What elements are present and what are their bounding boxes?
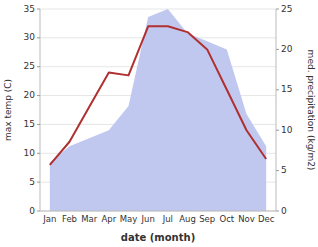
x-tick-label: Sep xyxy=(199,214,215,224)
y2-tick xyxy=(276,130,279,131)
y-tick-label: 15 xyxy=(24,119,35,129)
grid-line xyxy=(40,211,276,212)
x-tick-label: Mar xyxy=(81,214,98,224)
y-tick-label: 30 xyxy=(24,32,36,42)
y2-tick-label: 15 xyxy=(281,84,292,94)
x-tick-label: Nov xyxy=(238,214,255,224)
y2-tick-label: 5 xyxy=(281,165,287,175)
y-tick xyxy=(37,153,40,154)
y-tick xyxy=(37,37,40,38)
temperature-line xyxy=(50,26,266,165)
y-tick-label: 25 xyxy=(24,61,35,71)
y2-tick xyxy=(276,9,279,10)
y-axis-title: max temp (C) xyxy=(3,79,13,141)
grid-line xyxy=(40,9,276,10)
y-tick xyxy=(37,95,40,96)
y-tick-label: 35 xyxy=(24,4,35,14)
y-tick-label: 0 xyxy=(29,206,35,216)
x-tick-label: Jan xyxy=(42,214,56,224)
y2-tick-label: 25 xyxy=(281,4,292,14)
y-tick xyxy=(37,182,40,183)
y-tick-label: 20 xyxy=(24,90,36,100)
chart: 051015202530350510152025JanFebMarAprMayJ… xyxy=(0,0,318,247)
x-tick-label: Dec xyxy=(258,214,275,224)
x-axis-title: date (month) xyxy=(121,232,195,243)
y2-tick-label: 10 xyxy=(281,125,293,135)
grid xyxy=(40,9,276,211)
y-tick xyxy=(37,66,40,67)
y-tick-label: 10 xyxy=(24,148,36,158)
y2-tick xyxy=(276,170,279,171)
y2-tick xyxy=(276,89,279,90)
y-tick xyxy=(37,211,40,212)
precipitation-area xyxy=(50,9,266,211)
x-tick-label: May xyxy=(120,214,138,224)
y2-tick xyxy=(276,49,279,50)
y2-tick xyxy=(276,211,279,212)
y-tick xyxy=(37,9,40,10)
y-axis-line xyxy=(40,9,41,211)
plot-area xyxy=(50,9,266,211)
y2-tick-label: 0 xyxy=(281,206,287,216)
y2-tick-label: 20 xyxy=(281,44,293,54)
x-tick-label: Aug xyxy=(179,214,196,224)
axes: 051015202530350510152025JanFebMarAprMayJ… xyxy=(24,4,293,225)
x-tick-label: Jun xyxy=(141,214,155,224)
y2-axis-line xyxy=(276,9,277,211)
x-tick-label: Apr xyxy=(101,214,116,224)
x-tick-label: Oct xyxy=(219,214,234,224)
x-axis-line xyxy=(40,211,276,212)
y2-axis-title: med. precipitation (kg/m2) xyxy=(306,50,316,171)
y-tick-label: 5 xyxy=(29,177,35,187)
x-tick-label: Feb xyxy=(62,214,77,224)
x-tick-label: Jul xyxy=(162,214,173,224)
y-tick xyxy=(37,124,40,125)
